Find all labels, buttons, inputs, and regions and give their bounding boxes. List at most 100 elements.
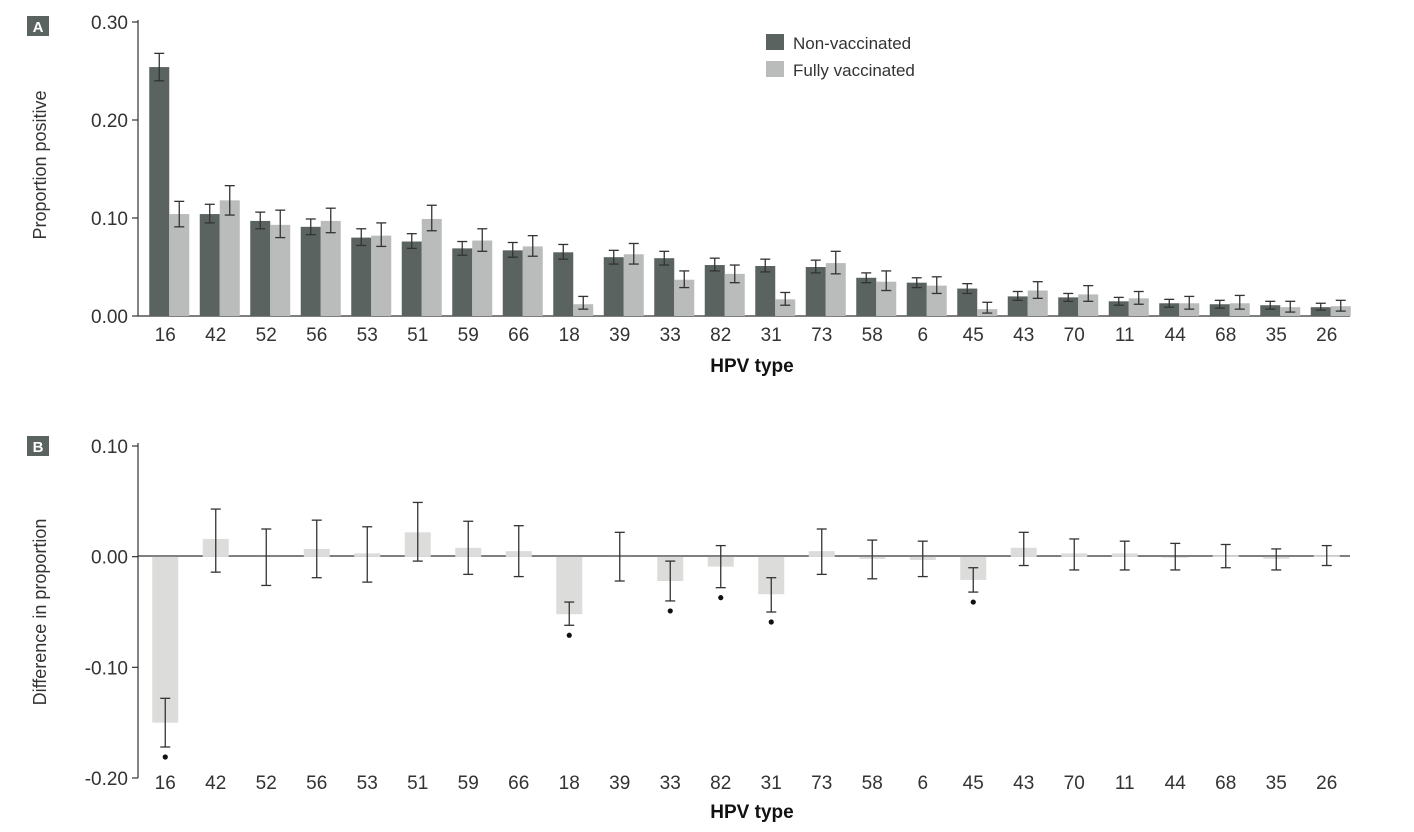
y-tick-label: 0.10 — [91, 209, 128, 230]
bar-fully-vaccinated-51 — [421, 218, 442, 316]
x-tick-label-39: 39 — [609, 325, 630, 346]
x-tick-label-82: 82 — [710, 325, 731, 346]
x-tick-label-58: 58 — [862, 325, 883, 346]
panel-a-x-ticks: 16 42 52 56 53 51 59 66 18 39 33 82 31 73 58 6 45 43 70 11 4… — [155, 325, 1338, 346]
panel-a: A 0.00 0.10 0.20 0.30 16 42 52 56 53 51 59 66 18 39 3… — [27, 13, 1351, 377]
x-tick-label-43: 43 — [1013, 325, 1034, 346]
bar-non-vaccinated-68 — [1209, 304, 1230, 316]
x-tick-label-51: 51 — [407, 773, 428, 794]
x-tick-label-33: 33 — [660, 325, 681, 346]
difference-error-bar-56 — [311, 519, 322, 579]
x-tick-label-56: 56 — [306, 325, 327, 346]
difference-error-bar-16 — [160, 697, 171, 748]
bar-non-vaccinated-18 — [553, 252, 574, 316]
bar-fully-vaccinated-66 — [522, 246, 543, 316]
x-tick-label-52: 52 — [256, 773, 277, 794]
error-bar-fully-vaccinated-70 — [1083, 284, 1094, 302]
error-bar-fully-vaccinated-39 — [628, 242, 639, 265]
error-bar-non-vaccinated-16 — [154, 52, 165, 82]
bar-fully-vaccinated-39 — [623, 254, 644, 316]
difference-error-bar-33 — [665, 560, 676, 602]
bar-non-vaccinated-58 — [856, 277, 877, 316]
bar-fully-vaccinated-70 — [1078, 294, 1099, 316]
x-tick-label-16: 16 — [155, 325, 176, 346]
error-bar-non-vaccinated-66 — [507, 241, 518, 258]
error-bar-fully-vaccinated-53 — [376, 222, 387, 248]
significance-marker-82 — [718, 595, 724, 601]
x-tick-label-44: 44 — [1165, 325, 1187, 346]
y-tick-label: 0.10 — [91, 437, 128, 458]
bar-fully-vaccinated-16 — [169, 214, 190, 316]
panel-a-badge-label: A — [33, 19, 44, 36]
bar-non-vaccinated-39 — [603, 257, 624, 316]
significance-marker-16 — [162, 754, 168, 760]
bar-fully-vaccinated-52 — [270, 224, 291, 316]
bar-non-vaccinated-70 — [1058, 297, 1079, 316]
x-tick-label-59: 59 — [458, 773, 479, 794]
error-bar-fully-vaccinated-52 — [275, 209, 286, 239]
difference-bar-16 — [152, 556, 179, 723]
panel-a-y-ticks: 0.00 0.10 0.20 0.30 — [91, 13, 138, 328]
difference-error-bar-53 — [362, 526, 373, 583]
error-bar-fully-vaccinated-73 — [830, 250, 841, 275]
panel-b-y-ticks: -0.20 -0.10 0.00 0.10 — [85, 437, 138, 790]
bar-non-vaccinated-52 — [250, 220, 271, 316]
difference-error-bar-43 — [1018, 531, 1029, 567]
x-tick-label-59: 59 — [458, 325, 479, 346]
error-bar-fully-vaccinated-42 — [224, 185, 235, 216]
panel-b-x-ticks: 16 42 52 56 53 51 59 66 18 39 33 82 31 73 58 6 45 43 70 11 4… — [155, 773, 1338, 794]
bar-fully-vaccinated-31 — [775, 299, 796, 316]
panel-b: B -0.20 -0.10 0.00 0.10 16 42 52 56 53 51 59 66 18 3… — [27, 436, 1350, 823]
bar-fully-vaccinated-43 — [1027, 290, 1048, 316]
y-tick-label: 0.00 — [91, 307, 128, 328]
panel-a-x-label: HPV type — [710, 356, 793, 377]
difference-error-bar-18 — [564, 601, 575, 626]
panel-b-bars — [152, 501, 1340, 760]
x-tick-label-6: 6 — [917, 325, 928, 346]
panel-a-y-label: Proportion positive — [30, 90, 50, 239]
error-bar-fully-vaccinated-66 — [527, 234, 538, 257]
legend-swatch-fully-vaccinated — [766, 61, 784, 77]
bar-non-vaccinated-59 — [452, 248, 473, 316]
legend-swatch-non-vaccinated — [766, 34, 784, 50]
x-tick-label-6: 6 — [917, 773, 928, 794]
bar-non-vaccinated-45 — [957, 288, 978, 316]
difference-error-bar-68 — [1220, 543, 1231, 569]
bar-non-vaccinated-53 — [351, 237, 372, 316]
bar-non-vaccinated-6 — [906, 282, 927, 316]
error-bar-fully-vaccinated-68 — [1234, 294, 1245, 310]
error-bar-fully-vaccinated-58 — [881, 270, 892, 292]
x-tick-label-11: 11 — [1115, 773, 1135, 794]
error-bar-fully-vaccinated-82 — [729, 264, 740, 284]
significance-marker-33 — [667, 608, 673, 614]
y-tick-label: -0.10 — [85, 658, 128, 679]
error-bar-fully-vaccinated-11 — [1133, 290, 1144, 305]
x-tick-label-33: 33 — [660, 773, 681, 794]
x-tick-label-45: 45 — [963, 773, 984, 794]
error-bar-non-vaccinated-31 — [760, 258, 771, 273]
panel-b-y-label: Difference in proportion — [30, 519, 50, 706]
difference-error-bar-26 — [1321, 544, 1332, 567]
bar-non-vaccinated-16 — [149, 67, 170, 316]
x-tick-label-52: 52 — [256, 325, 277, 346]
bar-fully-vaccinated-73 — [825, 263, 846, 316]
y-tick-label: 0.00 — [91, 548, 128, 569]
error-bar-non-vaccinated-18 — [558, 243, 569, 260]
difference-error-bar-11 — [1119, 540, 1130, 571]
error-bar-non-vaccinated-52 — [255, 211, 266, 230]
bar-non-vaccinated-66 — [502, 250, 523, 316]
error-bar-fully-vaccinated-59 — [477, 228, 488, 252]
difference-error-bar-73 — [816, 528, 827, 576]
error-bar-fully-vaccinated-43 — [1032, 281, 1043, 300]
difference-error-bar-31 — [766, 577, 777, 613]
error-bar-fully-vaccinated-51 — [426, 204, 437, 232]
bar-non-vaccinated-35 — [1260, 305, 1281, 316]
error-bar-fully-vaccinated-6 — [931, 276, 942, 295]
bar-fully-vaccinated-53 — [371, 235, 392, 316]
x-tick-label-11: 11 — [1115, 325, 1135, 346]
significance-marker-18 — [566, 632, 572, 638]
y-tick-label: -0.20 — [85, 769, 128, 790]
bar-non-vaccinated-31 — [755, 266, 776, 316]
error-bar-non-vaccinated-35 — [1265, 300, 1276, 310]
